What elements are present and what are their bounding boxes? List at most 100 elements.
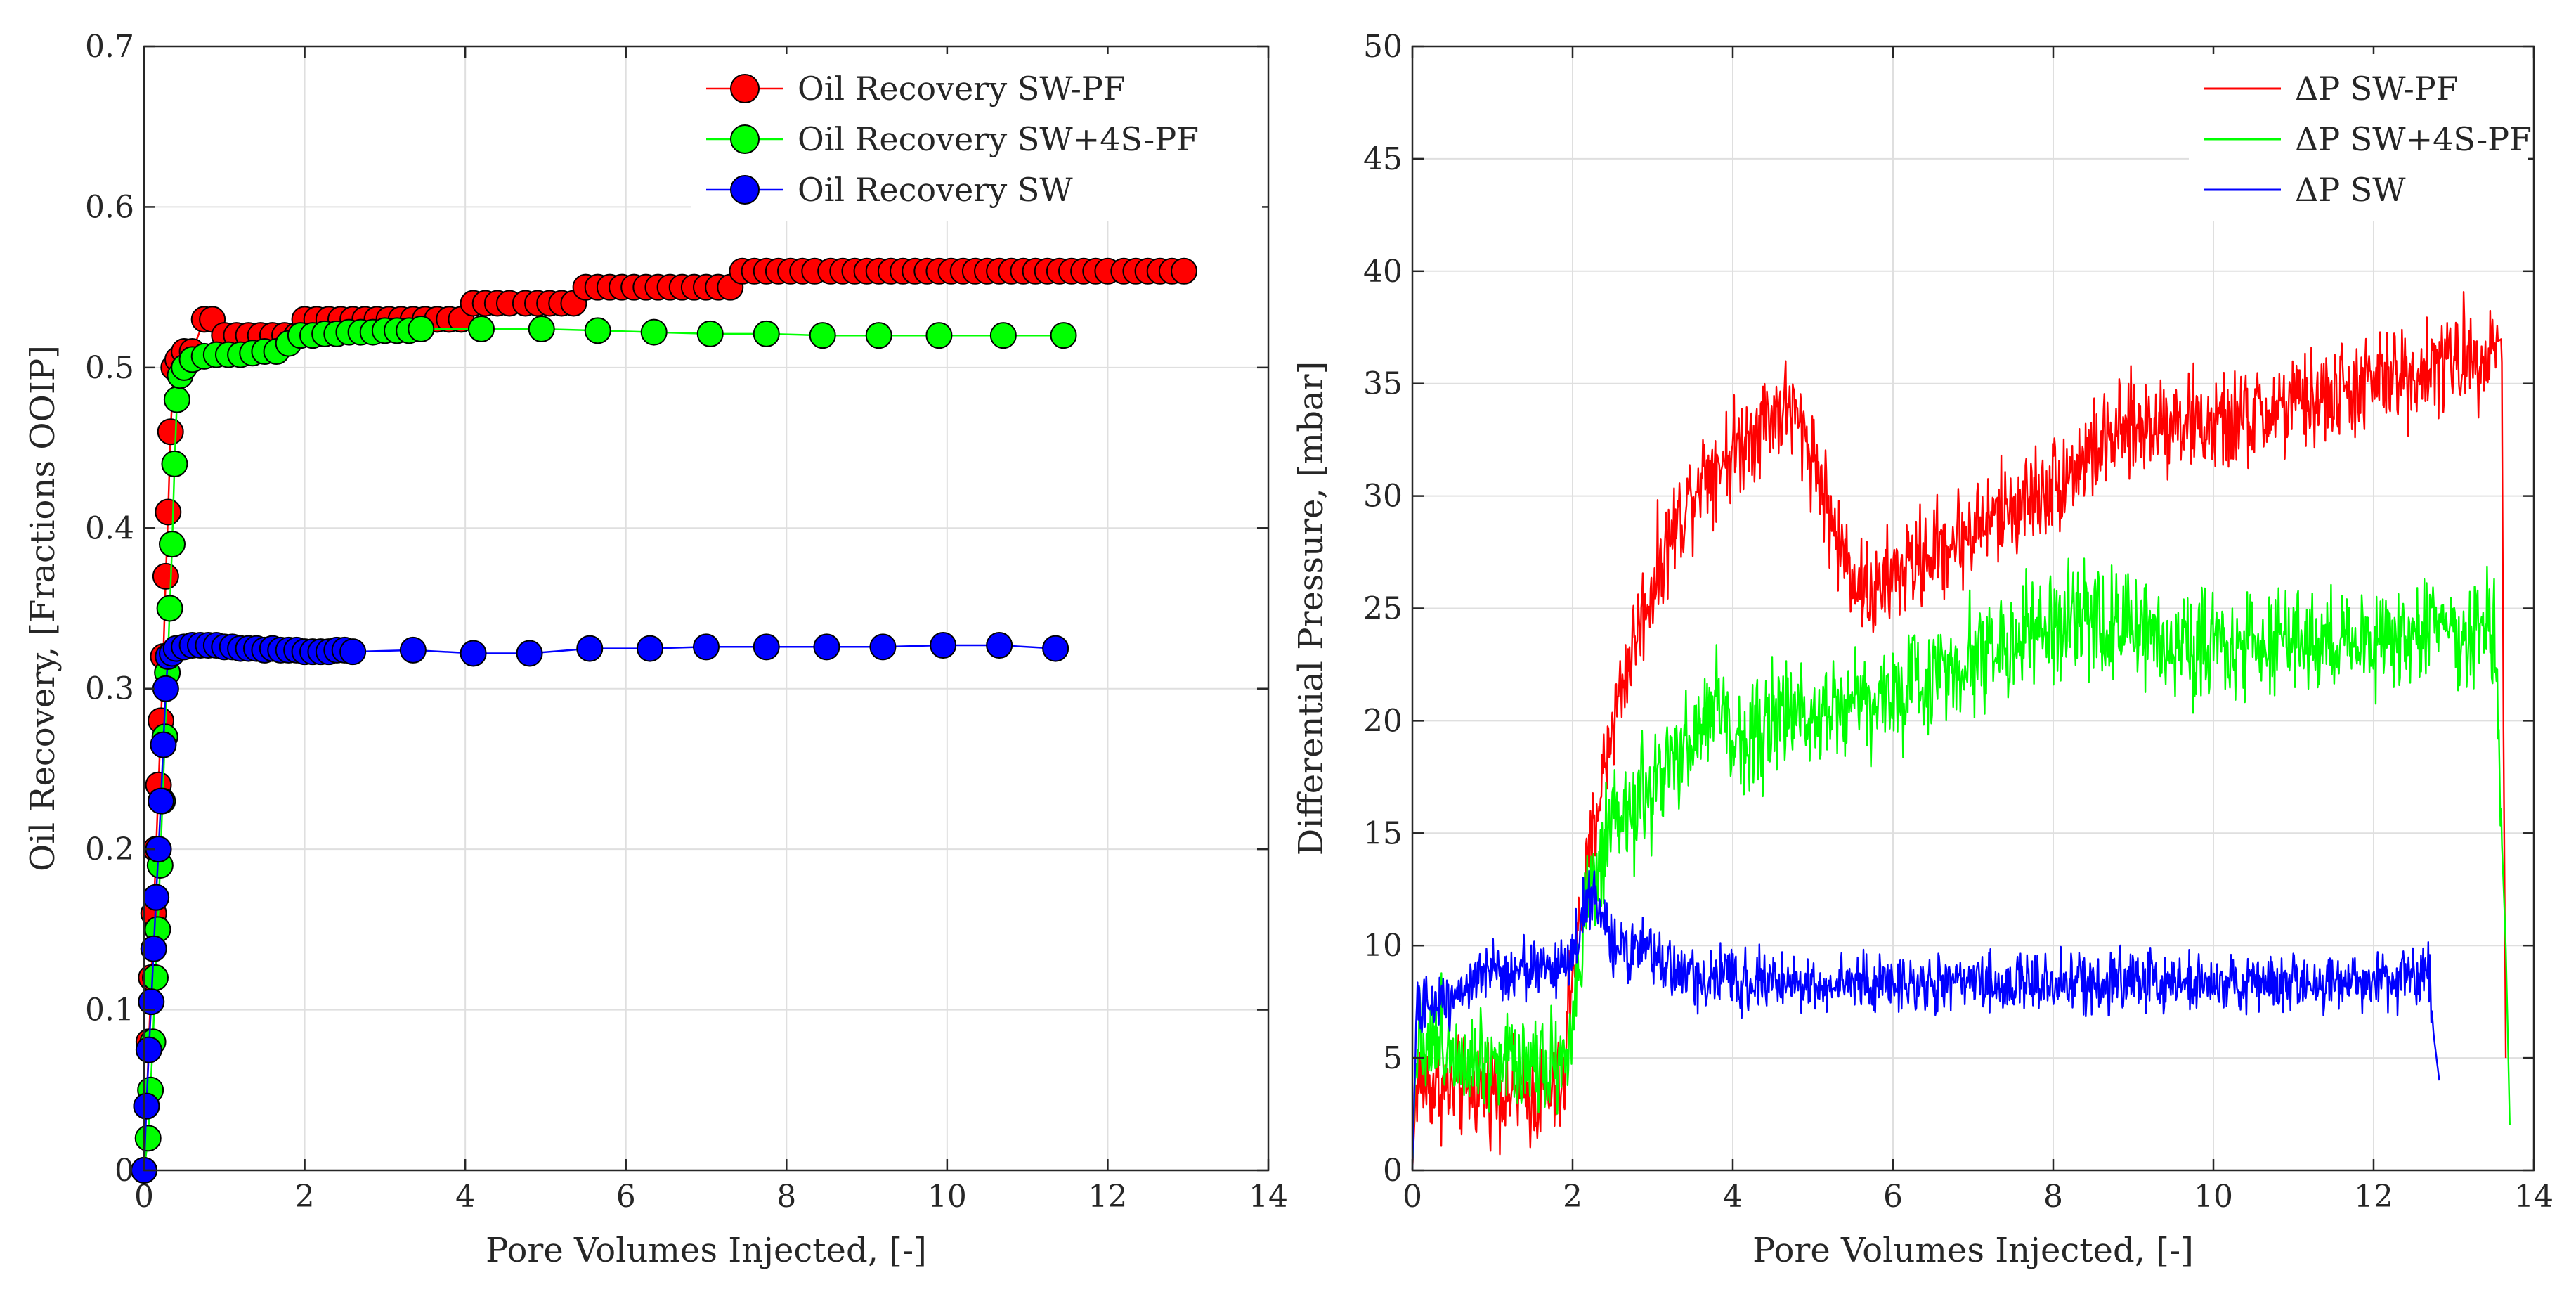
left-series-2-point (584, 317, 611, 344)
right-series-2-trace (1411, 557, 2511, 1171)
y-tick-label: 0.1 (85, 993, 134, 1028)
series-group (1411, 291, 2511, 1171)
left-series-2-point (865, 322, 892, 349)
x-tick-label: 8 (776, 1179, 796, 1215)
left-legend-3-marker (730, 175, 760, 205)
legend: ΔP SW-PF ΔP SW+4S-PF ΔP SW (2189, 54, 2532, 221)
x-tick-label: 10 (928, 1179, 967, 1215)
left-series-2-point (161, 450, 188, 477)
left-legend-2-marker (730, 124, 760, 154)
left-series-2-point (640, 318, 668, 346)
x-tick-label: 8 (2043, 1179, 2063, 1215)
x-tick-label: 12 (2354, 1179, 2393, 1215)
x-tick-label: 6 (1883, 1179, 1903, 1215)
right-legend-3-label: ΔP SW (2295, 171, 2406, 209)
left-series-3-point (150, 731, 177, 758)
x-axis-label: Pore Volumes Injected, [-] (486, 1231, 927, 1270)
x-tick-label: 4 (455, 1179, 475, 1215)
left-series-3-point (576, 635, 604, 662)
y-tick-label: 0.2 (85, 832, 134, 867)
left-series-3-point (133, 1092, 160, 1120)
left-series-3-point (399, 636, 427, 664)
y-tick-label: 15 (1363, 815, 1403, 851)
right-series-1-trace (1411, 291, 2507, 1171)
left-series-2-point (989, 322, 1017, 349)
left-series-3-point (135, 1036, 162, 1063)
left-series-2-point (753, 320, 780, 347)
left-series-3-point (152, 675, 179, 702)
left-series-3-point (930, 632, 957, 659)
left-series-3-point (986, 632, 1013, 659)
x-tick-label: 2 (295, 1179, 315, 1215)
y-tick-label: 0.3 (85, 671, 134, 707)
left-series-3-point (148, 787, 174, 815)
plot-area (144, 46, 1268, 1170)
axes-box (143, 45, 1270, 1172)
x-tick-label: 2 (1563, 1179, 1582, 1215)
left-series-3-point (753, 633, 780, 661)
oil-recovery-chart: 0 2 4 6 8 10 12 14 0 0.1 0.2 0.3 0.4 0.5 0.6 0.7 Pore Vo… (23, 29, 1288, 1270)
x-axis-label: Pore Volumes Injected, [-] (1752, 1231, 2194, 1270)
right-legend-2-label: ΔP SW+4S-PF (2295, 120, 2532, 158)
left-series-1-point (157, 418, 184, 446)
x-tick-label: 4 (1723, 1179, 1743, 1215)
left-series-3-point (693, 633, 720, 661)
x-tick-label: 0 (134, 1179, 154, 1215)
left-series-2-point (142, 964, 169, 991)
legend-box (2189, 54, 2528, 221)
left-series-3-point (140, 935, 167, 962)
left-series-2-point (809, 322, 836, 349)
left-series-2-point (1050, 322, 1077, 349)
left-legend-1-marker (730, 74, 760, 103)
left-series-2-point (134, 1125, 162, 1152)
tick-labels: 0 2 4 6 8 10 12 14 0 5 10 15 20 25 30 35 40 45 50 (1363, 29, 2554, 1215)
y-tick-label: 0.6 (85, 189, 134, 225)
left-legend-2-label: Oil Recovery SW+4S-PF (798, 120, 1199, 158)
left-series-3-point (516, 640, 543, 667)
series-group (131, 257, 1197, 1184)
x-tick-label: 14 (1249, 1179, 1288, 1215)
left-series-3-point (813, 633, 840, 661)
tick-labels: 0 2 4 6 8 10 12 14 0 0.1 0.2 0.3 0.4 0.5 0.6 0.7 (85, 29, 1288, 1215)
left-series-3-point (138, 988, 165, 1016)
y-tick-label: 45 (1363, 141, 1403, 177)
left-legend-1-label: Oil Recovery SW-PF (798, 70, 1126, 108)
x-tick-label: 12 (1088, 1179, 1127, 1215)
x-tick-label: 0 (1403, 1179, 1422, 1215)
y-tick-label: 25 (1363, 591, 1403, 627)
legend: Oil Recovery SW-PF Oil Recovery SW+4S-PF O… (691, 54, 1262, 221)
y-tick-label: 0 (1383, 1153, 1403, 1189)
y-tick-label: 35 (1363, 366, 1403, 402)
left-series-1-point (155, 498, 182, 526)
left-series-2-point (925, 322, 953, 349)
y-tick-label: 50 (1363, 29, 1403, 65)
left-series-1-point (152, 562, 179, 590)
left-series-3-point (637, 635, 663, 662)
y-tick-label: 0.5 (85, 350, 134, 386)
left-series-2-point (528, 316, 555, 343)
left-series-3-point (1042, 635, 1069, 662)
left-series-1-point (1171, 257, 1197, 285)
left-series-3-point (869, 633, 897, 661)
left-series-2-point (468, 316, 495, 343)
right-series-3-trace (1411, 869, 2440, 1171)
left-series-2-point (408, 316, 435, 343)
y-tick-label: 0.7 (85, 29, 134, 65)
y-tick-label: 5 (1383, 1040, 1403, 1076)
left-series-2-point (159, 531, 186, 558)
y-tick-label: 30 (1363, 479, 1403, 515)
x-tick-label: 10 (2194, 1179, 2233, 1215)
left-series-3-point (339, 638, 367, 666)
y-tick-label: 20 (1363, 703, 1403, 739)
y-tick-label: 40 (1363, 254, 1403, 290)
left-series-3-point (143, 884, 170, 911)
differential-pressure-chart: 0 2 4 6 8 10 12 14 0 5 10 15 20 25 30 35 40 45 50 Pore Volu… (1292, 29, 2554, 1270)
x-tick-label: 14 (2514, 1179, 2554, 1215)
left-series-2-point (163, 386, 190, 413)
y-axis-label: Oil Recovery, [Fractions OOIP] (23, 345, 63, 872)
left-series-2-point (696, 320, 724, 347)
left-legend-3-label: Oil Recovery SW (798, 171, 1073, 209)
left-series-2-point (156, 595, 183, 622)
